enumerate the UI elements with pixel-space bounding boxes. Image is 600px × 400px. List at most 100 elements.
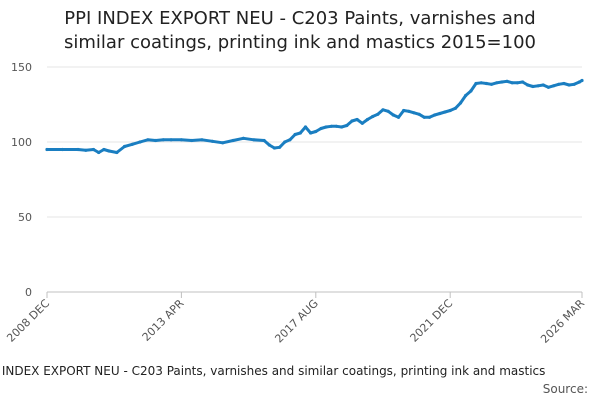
data-point-2025-12[interactable] [572, 82, 576, 86]
data-point-2010-12[interactable] [107, 149, 111, 153]
data-point-2025-02[interactable] [546, 85, 551, 89]
data-point-2019-06[interactable] [371, 114, 375, 119]
data-point-2024-10[interactable] [536, 84, 540, 88]
data-point-2017-06[interactable] [309, 131, 313, 135]
data-point-2013-12[interactable] [200, 138, 204, 142]
data-point-2014-04[interactable] [210, 139, 214, 143]
data-point-2020-02[interactable] [391, 113, 395, 117]
data-point-2023-06[interactable] [495, 81, 499, 85]
data-point-2023-04[interactable] [489, 82, 494, 86]
data-point-2017-02[interactable] [298, 131, 302, 135]
data-point-2017-10[interactable] [319, 126, 323, 131]
data-point-2020-10[interactable] [412, 111, 416, 115]
data-point-2016-04[interactable] [272, 146, 276, 150]
data-point-2011-03[interactable] [115, 150, 119, 155]
data-point-2021-10[interactable] [443, 110, 447, 114]
data-point-2022-12[interactable] [479, 81, 483, 85]
data-point-2023-12[interactable] [510, 81, 514, 85]
data-point-2012-03[interactable] [146, 138, 150, 142]
gridlines [47, 66, 582, 218]
data-point-2025-04[interactable] [552, 84, 556, 88]
data-point-2022-08[interactable] [469, 89, 473, 93]
data-point-2022-06[interactable] [464, 93, 468, 98]
data-point-2014-08[interactable] [221, 141, 225, 145]
data-point-2011-09[interactable] [130, 142, 134, 146]
data-point-2012-12[interactable] [169, 138, 173, 142]
data-point-2024-04[interactable] [521, 80, 525, 84]
data-point-2024-12[interactable] [541, 83, 545, 87]
data-point-2008-12[interactable] [45, 147, 49, 152]
data-point-2021-02[interactable] [422, 115, 426, 119]
data-point-2014-12[interactable] [231, 138, 235, 143]
data-point-2019-10[interactable] [381, 108, 385, 112]
data-point-2019-08[interactable] [376, 112, 380, 116]
data-point-2018-12[interactable] [355, 117, 359, 122]
y-axis-ticks: 0 50 100 150 [11, 61, 32, 299]
data-point-2018-04[interactable] [334, 124, 339, 128]
data-point-2011-06[interactable] [122, 144, 127, 149]
data-point-2018-06[interactable] [340, 125, 344, 129]
data-point-2015-04[interactable] [241, 136, 245, 140]
data-point-2022-02[interactable] [453, 106, 457, 110]
data-point-2021-04[interactable] [427, 115, 432, 119]
y-tick-label-0: 0 [25, 286, 32, 299]
data-point-2019-04[interactable] [365, 117, 370, 122]
source-label: Source: [542, 382, 588, 396]
data-point-2013-08[interactable] [190, 138, 194, 143]
data-point-2025-08[interactable] [562, 81, 566, 86]
y-tick-label-100: 100 [11, 136, 32, 149]
legend[interactable]: PPI INDEX EXPORT NEU - C203 Paints, varn… [0, 364, 600, 382]
data-point-2012-09[interactable] [161, 138, 165, 142]
x-axis-tick-labels: 2008 DEC 2013 APR 2017 AUG 2021 DEC 2026 MAR [4, 297, 587, 346]
data-point-2022-10[interactable] [474, 81, 478, 86]
x-tick-label-4: 2026 MAR [538, 297, 587, 346]
x-axis [46, 291, 583, 298]
data-point-2010-10[interactable] [102, 147, 106, 152]
data-point-2019-02[interactable] [360, 121, 364, 125]
data-point-2010-08[interactable] [97, 150, 101, 155]
data-point-2017-08[interactable] [314, 129, 318, 134]
data-point-2021-06[interactable] [433, 113, 437, 117]
chart-title-line-1: PPI INDEX EXPORT NEU - C203 Paints, varn… [64, 8, 536, 29]
data-point-2020-08[interactable] [407, 109, 411, 113]
data-point-2024-02[interactable] [515, 81, 520, 85]
data-point-2016-08[interactable] [283, 140, 287, 144]
data-point-2026-03[interactable] [580, 78, 584, 83]
data-point-2015-12[interactable] [262, 138, 266, 143]
data-point-2020-12[interactable] [417, 112, 421, 116]
data-point-2023-10[interactable] [505, 79, 509, 83]
data-point-2016-06[interactable] [278, 145, 282, 149]
data-point-2024-06[interactable] [526, 83, 530, 87]
data-point-2023-02[interactable] [484, 81, 488, 86]
data-point-2016-02[interactable] [267, 143, 271, 147]
data-point-2011-12[interactable] [138, 140, 142, 144]
data-point-2017-04[interactable] [303, 125, 308, 129]
data-point-2023-08[interactable] [500, 80, 504, 84]
x-tick-label-0: 2008 DEC [4, 297, 52, 345]
x-tick-label-2: 2017 AUG [272, 297, 321, 346]
data-point-2018-10[interactable] [350, 119, 354, 123]
data-point-2009-12[interactable] [76, 147, 80, 152]
data-point-2009-06[interactable] [60, 147, 65, 152]
data-point-2010-06[interactable] [91, 147, 96, 152]
data-point-2022-04[interactable] [458, 101, 463, 105]
data-point-2021-12[interactable] [448, 108, 452, 113]
data-point-2025-06[interactable] [557, 82, 561, 86]
data-point-2010-03[interactable] [84, 148, 88, 152]
data-point-2018-08[interactable] [345, 123, 349, 128]
data-point-2021-08[interactable] [438, 111, 442, 116]
data-point-2024-08[interactable] [531, 84, 535, 89]
data-point-2013-04[interactable] [179, 138, 183, 142]
data-point-2018-02[interactable] [329, 124, 333, 128]
data-point-2012-06[interactable] [154, 138, 158, 143]
data-point-2020-06[interactable] [402, 108, 406, 113]
data-point-2016-10[interactable] [288, 138, 292, 142]
data-point-2015-08[interactable] [252, 138, 256, 142]
data-point-2025-10[interactable] [567, 83, 571, 87]
data-point-2017-12[interactable] [324, 125, 328, 129]
legend-series-label[interactable]: PPI INDEX EXPORT NEU - C203 Paints, varn… [0, 364, 546, 378]
data-point-2019-12[interactable] [386, 109, 390, 113]
data-point-2020-04[interactable] [396, 115, 401, 119]
data-point-2016-12[interactable] [293, 132, 297, 137]
data-point-2026-02[interactable] [577, 80, 582, 84]
